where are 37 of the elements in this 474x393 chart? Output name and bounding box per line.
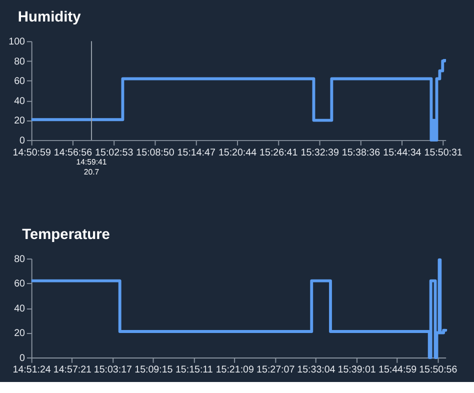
x-tick-label: 14:56:56 xyxy=(54,147,93,158)
x-tick-label: 15:32:39 xyxy=(300,147,339,158)
x-tick-label: 15:38:36 xyxy=(342,147,381,158)
x-tick-label: 15:50:31 xyxy=(424,147,462,158)
y-tick-label: 80 xyxy=(14,254,26,265)
x-tick-label: 14:51:24 xyxy=(12,364,52,376)
text: 20.7 xyxy=(84,167,100,176)
text: 14:59:41 xyxy=(76,158,107,167)
x-tick-label: 15:26:41 xyxy=(260,147,298,158)
x-tick-label: 14:57:21 xyxy=(53,364,92,376)
x-tick-label: 15:08:50 xyxy=(136,147,175,158)
y-tick-label: 40 xyxy=(14,303,26,314)
x-tick-label: 15:15:11 xyxy=(175,364,213,376)
x-tick-label: 15:39:01 xyxy=(338,364,376,376)
x-tick-label: 15:20:44 xyxy=(218,147,258,158)
x-tick-label: 15:44:34 xyxy=(383,147,422,158)
x-tick-label: 15:33:04 xyxy=(297,364,336,376)
x-tick-label: 15:21:09 xyxy=(216,364,254,376)
y-tick-label: 20 xyxy=(14,328,26,340)
y-tick-label: 0 xyxy=(20,136,26,146)
x-tick-label: 15:44:59 xyxy=(378,364,417,376)
y-tick-label: 60 xyxy=(14,278,26,290)
y-tick-label: 100 xyxy=(8,36,26,48)
x-tick-label: 15:09:15 xyxy=(134,364,174,376)
x-tick-label: 15:14:47 xyxy=(177,147,216,158)
y-tick-label: 40 xyxy=(14,96,26,107)
y-tick-label: 20 xyxy=(14,116,26,127)
x-tick-label: 15:02:53 xyxy=(95,147,134,158)
chart-title: Humidity xyxy=(18,10,82,26)
y-tick-label: 0 xyxy=(20,352,26,364)
y-tick-label: 80 xyxy=(14,56,26,68)
x-tick-label: 15:50:56 xyxy=(419,364,458,376)
x-tick-label: 14:50:59 xyxy=(12,147,51,158)
chart-title: Temperature xyxy=(22,226,110,243)
x-tick-label: 15:27:07 xyxy=(256,364,295,376)
x-tick-label: 15:03:17 xyxy=(94,364,132,376)
y-tick-label: 60 xyxy=(14,76,26,88)
